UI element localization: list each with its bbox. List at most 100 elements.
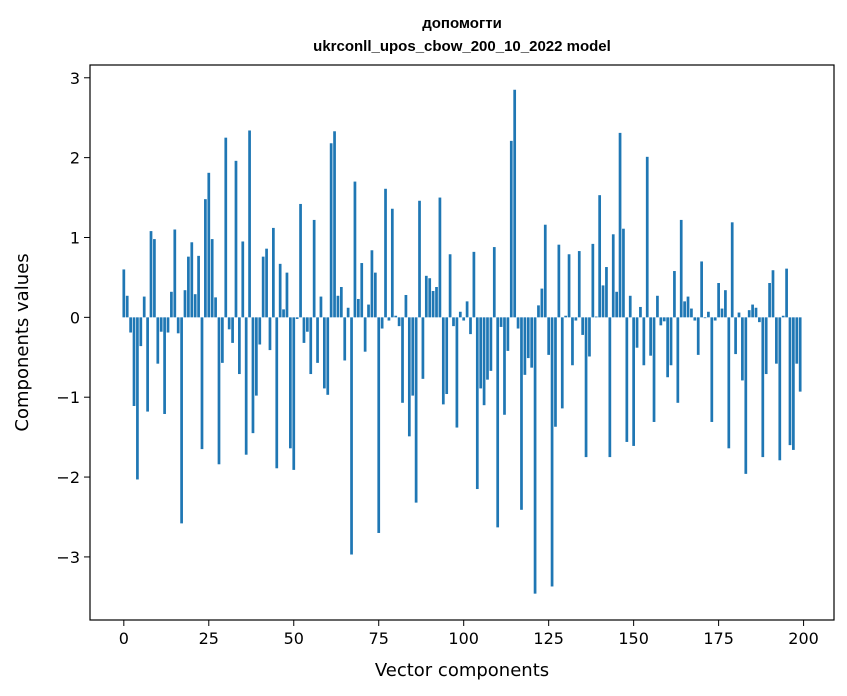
bar — [771, 270, 775, 318]
bar — [431, 290, 435, 318]
bar — [397, 317, 401, 327]
bar — [571, 317, 574, 366]
bar — [533, 317, 537, 594]
bar — [159, 317, 163, 332]
bar — [642, 317, 646, 366]
bar — [540, 288, 544, 318]
bar — [686, 296, 690, 318]
bar — [795, 317, 799, 364]
bar — [268, 317, 272, 351]
bar — [146, 317, 149, 412]
bar — [411, 317, 415, 396]
bar — [255, 317, 258, 396]
bar — [173, 229, 177, 318]
y-tick-label: −2 — [56, 468, 80, 487]
bar — [370, 250, 374, 318]
bar — [275, 317, 279, 469]
bar — [221, 317, 224, 363]
bar — [302, 317, 306, 343]
bar — [598, 195, 602, 318]
bar — [176, 317, 180, 334]
bar — [768, 283, 771, 318]
bar — [424, 275, 428, 318]
bar — [506, 317, 510, 351]
x-tick-label: 25 — [199, 629, 219, 648]
bar — [156, 317, 160, 364]
bar — [465, 301, 469, 318]
bar — [751, 304, 754, 318]
bar — [486, 317, 489, 380]
bar — [305, 317, 309, 332]
bar — [312, 219, 316, 318]
bar — [666, 317, 669, 378]
bar — [696, 317, 700, 355]
bar — [333, 131, 336, 318]
bar — [683, 301, 686, 318]
bar — [153, 239, 156, 318]
bar — [343, 317, 347, 361]
bar — [727, 317, 731, 449]
bar — [639, 306, 642, 318]
bar — [703, 317, 707, 319]
bar — [384, 188, 387, 318]
bar — [129, 317, 132, 333]
bar — [441, 317, 445, 405]
bar — [479, 317, 483, 389]
bar — [428, 278, 432, 318]
bar — [166, 317, 170, 333]
bar — [656, 295, 659, 318]
bar — [183, 290, 187, 318]
bar — [132, 317, 136, 406]
bar — [316, 317, 319, 363]
bar — [622, 228, 625, 318]
bar — [142, 296, 146, 318]
bar — [618, 132, 622, 318]
bar — [744, 317, 748, 474]
y-tick-label: 2 — [70, 149, 80, 168]
bar — [785, 268, 788, 318]
bar — [309, 317, 313, 375]
bar — [747, 310, 751, 318]
bar — [139, 317, 143, 347]
bar — [231, 317, 234, 343]
bar — [530, 317, 534, 368]
bar — [615, 291, 619, 318]
bar — [414, 317, 418, 503]
bar — [499, 317, 503, 327]
bar — [214, 297, 217, 318]
bar — [577, 251, 581, 318]
bar — [390, 208, 394, 318]
y-tick-label: 3 — [70, 69, 80, 88]
bar — [238, 317, 241, 375]
bar — [567, 254, 571, 318]
bar — [707, 311, 710, 318]
bar — [248, 130, 251, 318]
bar — [503, 317, 506, 415]
bar — [278, 263, 282, 318]
x-axis-ticks: 0 25 50 75 100 125 150 175 200 — [119, 620, 819, 648]
bar — [679, 219, 683, 318]
bar — [475, 317, 479, 490]
bar — [401, 317, 404, 403]
bar — [322, 317, 326, 389]
bar — [611, 234, 615, 318]
x-tick-label: 175 — [703, 629, 734, 648]
bar — [180, 317, 183, 524]
bar — [356, 298, 360, 318]
bar — [125, 295, 129, 318]
bar — [547, 317, 551, 355]
plot-frame — [89, 64, 835, 621]
bar — [710, 317, 714, 422]
bar — [557, 244, 561, 318]
bar — [625, 317, 629, 442]
bar — [581, 317, 585, 335]
bar — [329, 143, 333, 318]
bar — [792, 317, 795, 450]
bar — [489, 317, 493, 371]
bar — [367, 304, 370, 318]
bar — [421, 317, 425, 379]
bar — [554, 317, 557, 427]
bar — [251, 317, 255, 434]
bar — [537, 305, 540, 318]
